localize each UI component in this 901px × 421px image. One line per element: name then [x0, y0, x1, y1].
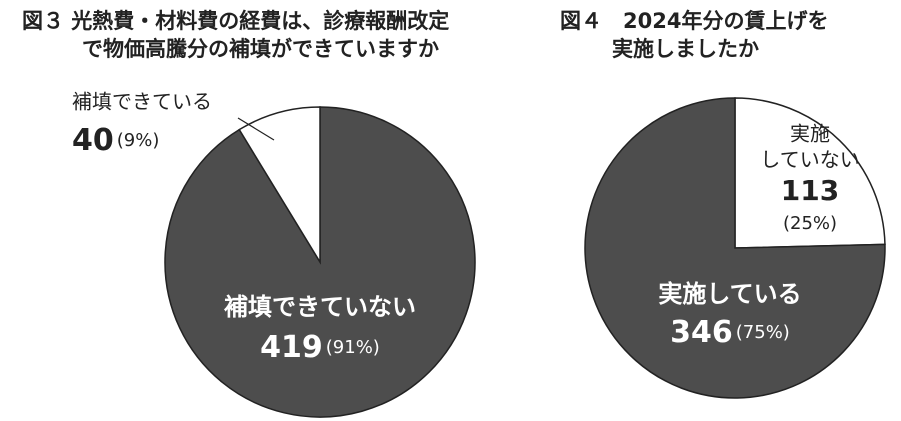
- slice-percent: (25%): [783, 213, 837, 234]
- slice-value-line: 346 (75%): [670, 315, 790, 350]
- pie-slice: [238, 106, 321, 265]
- chart-title: 図４ 2024年分の賃上げを: [560, 9, 828, 33]
- slice-label: 補填できていない: [223, 293, 416, 321]
- slice-percent: (91%): [326, 337, 380, 358]
- slice-value: 346: [670, 315, 733, 350]
- slice-value: 113: [781, 174, 839, 207]
- slice-value: 40: [72, 123, 114, 158]
- slice-label: 実施している: [658, 280, 801, 308]
- chart-title: 図３ 光熱費・材料費の経費は、診療報酬改定: [22, 9, 449, 33]
- pie-slice: [734, 97, 886, 249]
- slice-percent: (75%): [736, 322, 790, 343]
- chart-title: 実施しましたか: [612, 37, 759, 61]
- slice-percent: (9%): [117, 130, 160, 151]
- slice-label: 実施: [790, 122, 830, 146]
- chart-title: で物価高騰分の補填ができていますか: [82, 37, 439, 61]
- pie-slice: [584, 97, 886, 399]
- slice-value-line: 40 (9%): [72, 123, 159, 158]
- slice-label: 補填できている: [72, 90, 212, 114]
- slice-label: していない: [760, 148, 859, 172]
- slice-value: 419: [260, 330, 323, 365]
- leader-line: [237, 117, 275, 141]
- slice-value-line: 419 (91%): [260, 330, 380, 365]
